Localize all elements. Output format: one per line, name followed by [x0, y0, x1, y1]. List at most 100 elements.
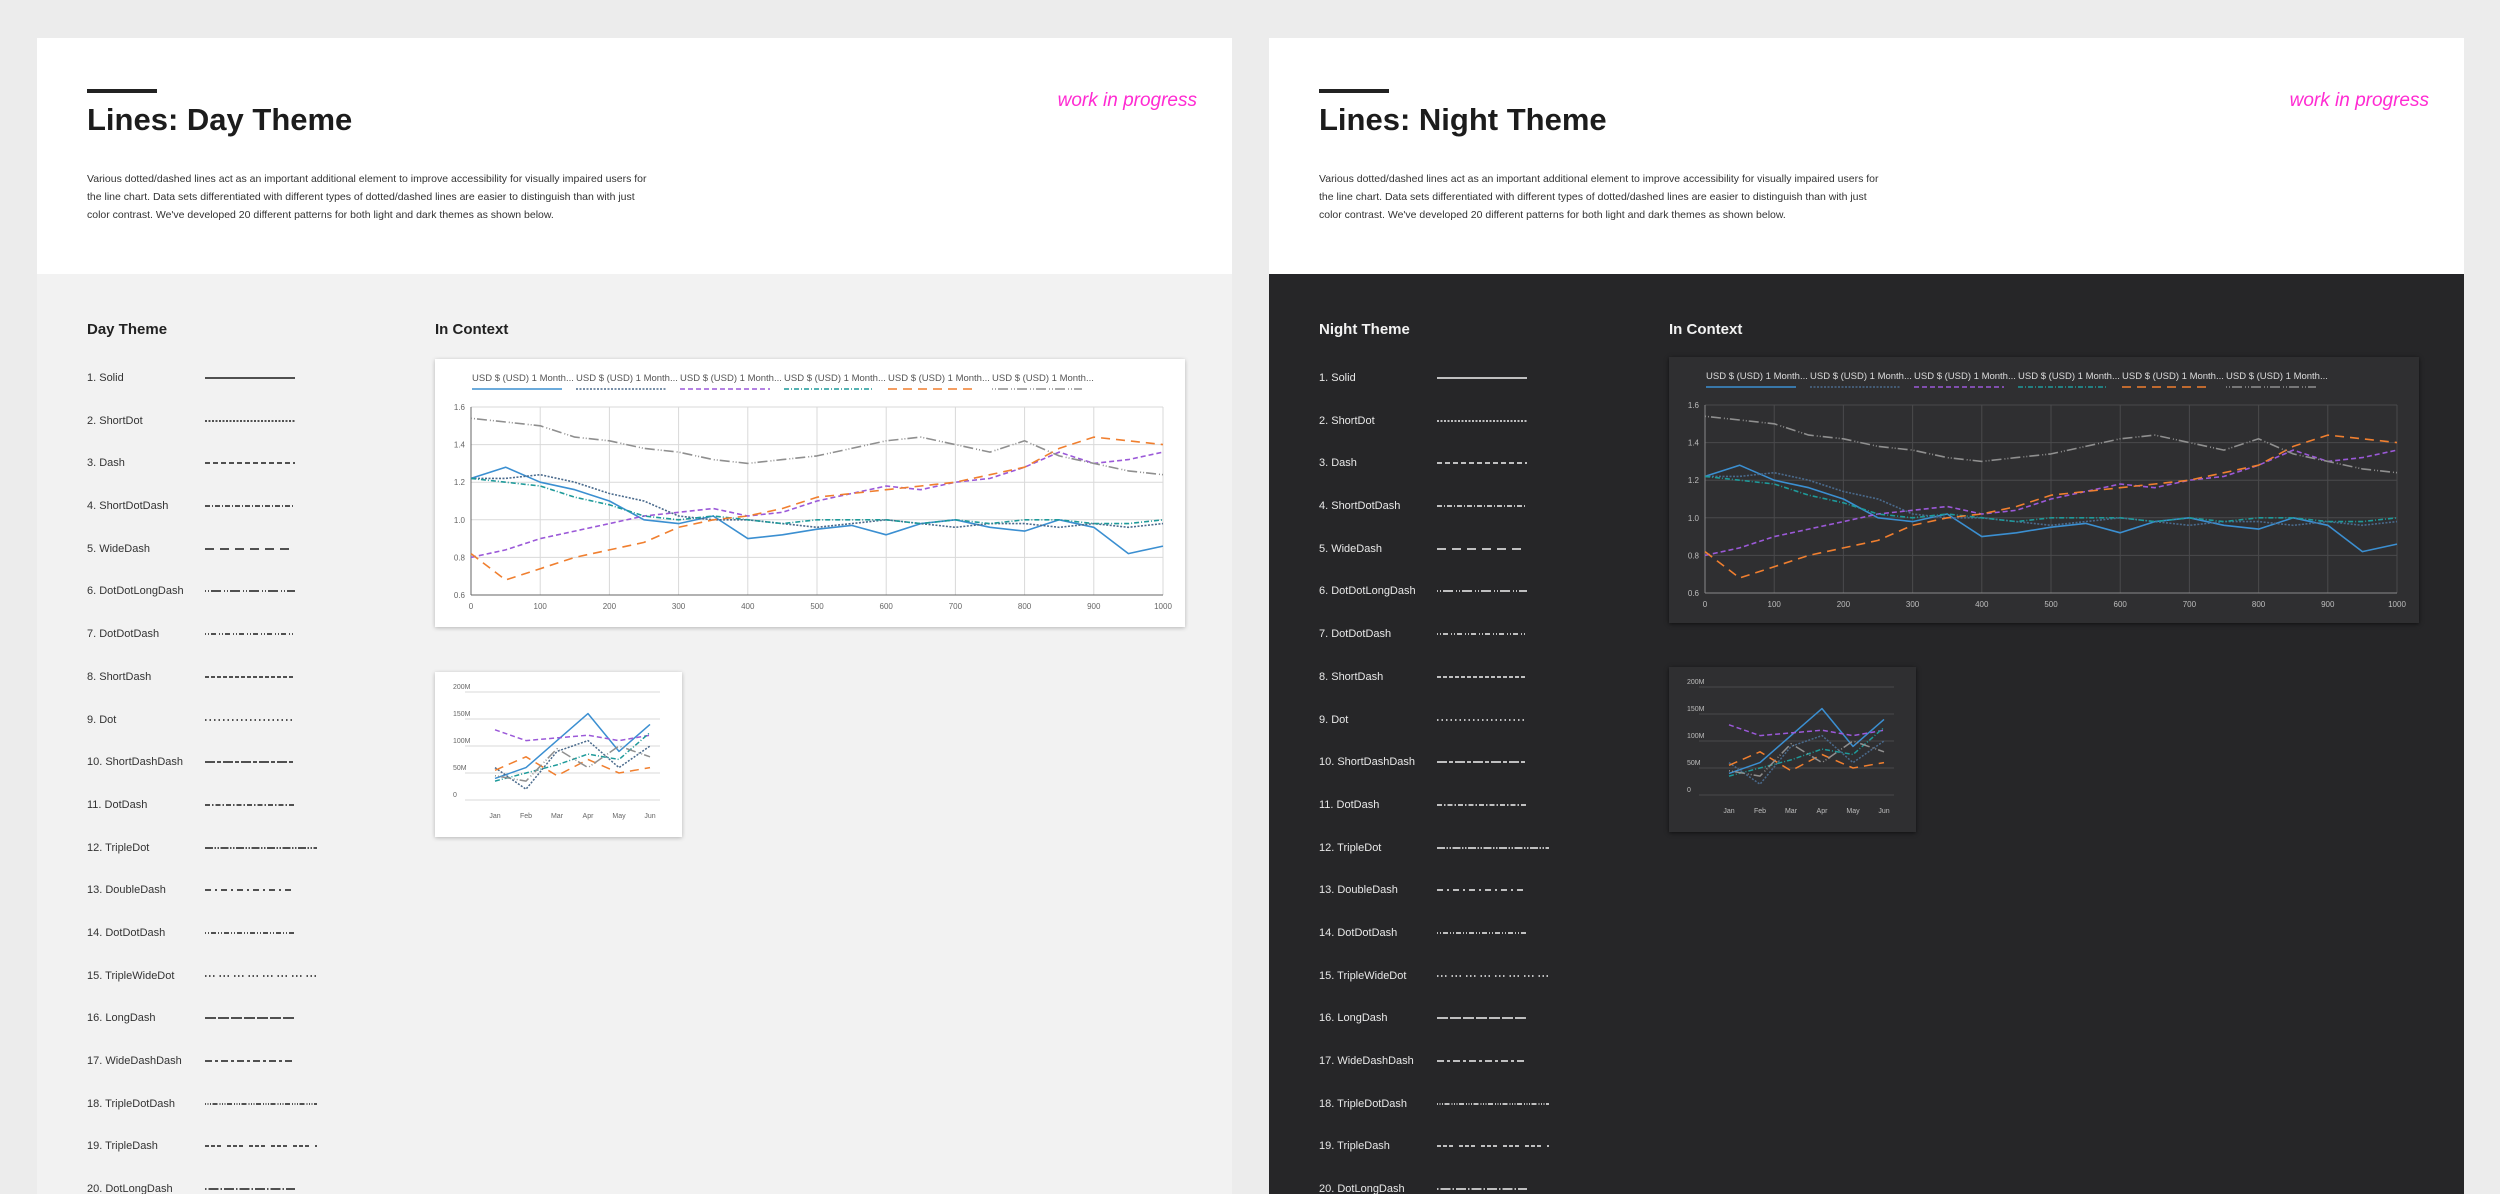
line-style-label: 12. TripleDot [87, 841, 150, 854]
series-line [494, 739, 651, 790]
small-chart-svg: 0 50M 100M 150M 200M Jan Feb Mar Apr May Jun [453, 684, 660, 820]
line-style-label: 13. DoubleDash [1319, 884, 1398, 897]
x-tick-label: Feb [1754, 808, 1766, 815]
x-tick-label: 500 [2044, 600, 2058, 609]
series-line [494, 729, 651, 742]
line-style-row: 5. WideDash [87, 540, 387, 583]
line-style-label: 14. DotDotDash [1319, 926, 1398, 939]
series-line [1704, 434, 2398, 579]
title-rule [1319, 89, 1389, 93]
line-chart-svg: USD $ (USD) 1 Month... USD $ (USD) 1 Mont… [454, 373, 1173, 611]
line-style-row: 15. TripleWideDot [1319, 967, 1619, 1010]
line-style-sample [1437, 932, 1527, 934]
x-tick-label: Apr [583, 813, 595, 820]
line-style-row: 1. Solid [87, 369, 387, 412]
day-theme-panel: Lines: Day Theme work in progress Variou… [37, 38, 1232, 1194]
y-tick-label: 1.0 [1688, 514, 1700, 523]
line-style-sample [205, 846, 317, 849]
title-rule [87, 89, 157, 93]
legend-entry: USD $ (USD) 1 Month... [472, 373, 574, 384]
x-tick-label: 1000 [2388, 600, 2406, 609]
x-tick-label: 600 [2114, 600, 2128, 609]
x-tick-label: 1000 [1154, 602, 1172, 611]
page-title: Lines: Day Theme [87, 102, 353, 137]
line-style-sample [205, 419, 295, 422]
series-line [1704, 464, 2398, 553]
line-style-sample [205, 1102, 317, 1105]
legend-entry: USD $ (USD) 1 Month... [1810, 371, 1912, 382]
series-line [1728, 740, 1885, 777]
line-style-label: 18. TripleDotDash [1319, 1097, 1408, 1110]
line-style-row: 4. ShortDotDash [1319, 497, 1619, 540]
line-style-sample [205, 718, 295, 721]
line-style-row: 16. LongDash [1319, 1009, 1619, 1052]
line-style-row: 3. Dash [87, 454, 387, 497]
line-style-row: 13. DoubleDash [1319, 881, 1619, 924]
line-style-row: 15. TripleWideDot [87, 967, 387, 1010]
y-tick-label: 100M [1687, 733, 1705, 740]
y-tick-label: 100M [453, 738, 471, 745]
line-style-row: 20. DotLongDash [87, 1180, 387, 1194]
line-chart-svg: USD $ (USD) 1 Month... USD $ (USD) 1 Mont… [1688, 371, 2407, 609]
line-style-sample [205, 1017, 295, 1020]
line-style-row: 14. DotDotDash [1319, 924, 1619, 967]
line-style-row: 8. ShortDash [87, 668, 387, 711]
line-style-row: 18. TripleDotDash [87, 1095, 387, 1138]
line-style-label: 10. ShortDashDash [1319, 756, 1415, 769]
x-tick-label: 100 [534, 602, 548, 611]
line-style-row: 11. DotDash [1319, 796, 1619, 839]
line-style-sample [205, 932, 295, 934]
y-tick-label: 0.6 [454, 591, 466, 600]
line-style-sample [205, 548, 295, 550]
x-tick-label: 900 [2321, 600, 2335, 609]
x-tick-label: 100 [1768, 600, 1782, 609]
context-heading: In Context [435, 321, 509, 338]
x-tick-label: 0 [1703, 600, 1708, 609]
line-style-label: 4. ShortDotDash [1319, 500, 1401, 513]
y-tick-label: 0 [1687, 787, 1691, 794]
line-style-label: 17. WideDashDash [87, 1055, 182, 1067]
series-line [470, 477, 1164, 525]
status-label: work in progress [2289, 90, 2429, 111]
line-style-sample [205, 974, 317, 977]
line-style-row: 11. DotDash [87, 796, 387, 839]
y-tick-label: 1.4 [1688, 439, 1700, 448]
line-style-label: 5. WideDash [1319, 542, 1382, 555]
y-tick-label: 1.0 [454, 516, 466, 525]
panel-header: Lines: Night Theme work in progress Vari… [1269, 38, 2464, 274]
line-style-label: 3. Dash [87, 457, 125, 470]
page-title: Lines: Night Theme [1319, 102, 1607, 137]
line-style-sample [205, 761, 295, 763]
description: Various dotted/dashed lines act as an im… [87, 173, 647, 221]
x-tick-label: 400 [1975, 600, 1989, 609]
legend-entry: USD $ (USD) 1 Month... [680, 373, 782, 384]
x-tick-label: May [1846, 808, 1860, 815]
series-line [470, 451, 1164, 559]
line-style-row: 17. WideDashDash [87, 1052, 387, 1095]
line-style-label: 5. WideDash [87, 542, 150, 555]
x-tick-label: 400 [741, 602, 755, 611]
line-style-label: 20. DotLongDash [1319, 1183, 1405, 1194]
legend-entry: USD $ (USD) 1 Month... [784, 373, 886, 384]
y-tick-label: 200M [1687, 679, 1705, 686]
line-style-label: 16. LongDash [87, 1012, 156, 1025]
line-style-row: 9. Dot [87, 711, 387, 754]
line-style-label: 9. Dot [1319, 713, 1349, 726]
line-style-label: 1. Solid [1319, 372, 1356, 384]
line-style-row: 7. DotDotDash [87, 625, 387, 668]
x-tick-label: 900 [1087, 602, 1101, 611]
line-style-row: 12. TripleDot [1319, 839, 1619, 882]
line-style-row: 7. DotDotDash [1319, 625, 1619, 668]
line-style-label: 7. DotDotDash [87, 628, 160, 641]
night-theme-panel: Lines: Night Theme work in progress Vari… [1269, 38, 2464, 1194]
line-style-row: 6. DotDotLongDash [87, 582, 387, 625]
line-style-sample [1437, 548, 1527, 550]
y-tick-label: 150M [453, 711, 471, 718]
line-style-sample [1437, 676, 1527, 678]
y-tick-label: 50M [1687, 760, 1701, 767]
legend-entry: USD $ (USD) 1 Month... [2122, 371, 2224, 382]
line-style-sample [205, 676, 295, 678]
x-tick-label: Feb [520, 813, 532, 820]
y-tick-label: 50M [453, 765, 467, 772]
line-style-row: 19. TripleDash [1319, 1137, 1619, 1180]
